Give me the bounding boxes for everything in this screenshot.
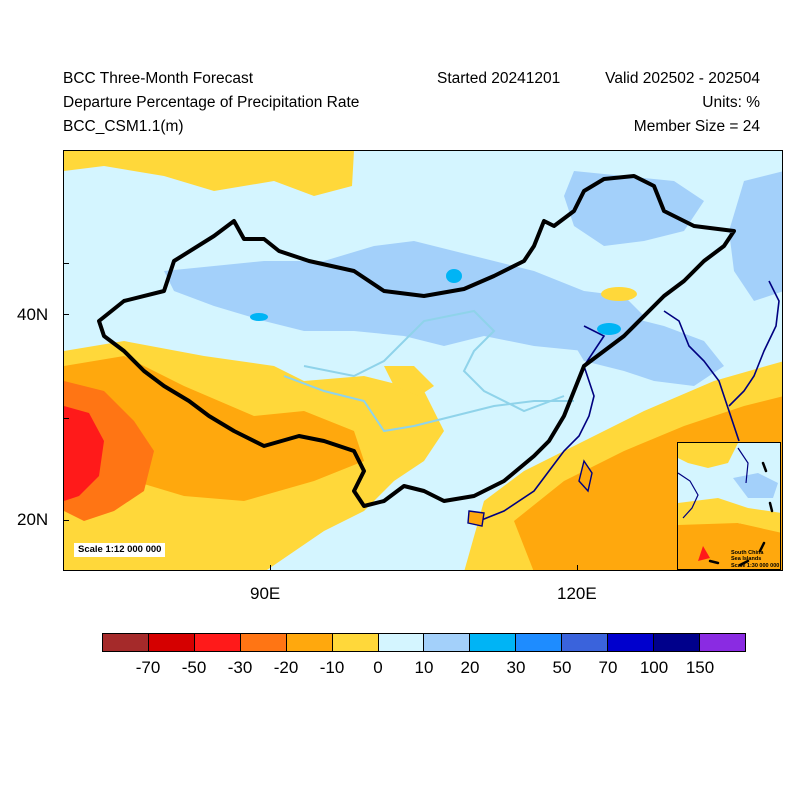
colorbar-label: 0 — [373, 658, 383, 677]
map-canvas — [64, 151, 782, 570]
inset-neg-50 — [698, 546, 710, 561]
colorbar-label: 10 — [414, 658, 434, 677]
member-size: Member Size = 24 — [633, 118, 760, 135]
anomaly-neg-50-core — [64, 406, 104, 501]
anomaly-pos-20-mongolia — [446, 269, 462, 283]
inset-nine-dash — [708, 461, 774, 567]
colorbar-label: -10 — [319, 658, 345, 677]
variable-title: Departure Percentage of Precipitation Ra… — [63, 94, 360, 111]
chart-title: BCC Three-Month Forecast — [63, 70, 254, 87]
inset-neg-10 — [678, 443, 738, 468]
anomaly-pos-20-tarim — [250, 313, 268, 321]
anomaly-neg-10-north — [64, 151, 354, 196]
lat-tick-50n — [63, 263, 69, 264]
colorbar-box — [516, 634, 563, 651]
forecast-map — [63, 150, 783, 571]
colorbar-box — [654, 634, 700, 651]
coastline-east-china — [478, 325, 606, 522]
colorbar-label: -20 — [273, 658, 299, 677]
start-date: Started 20241201 — [437, 70, 561, 87]
colorbar-box — [699, 634, 745, 651]
colorbar — [102, 633, 746, 652]
colorbar-box — [608, 634, 655, 651]
colorbar-label: 100 — [639, 658, 669, 677]
inset-canvas — [678, 443, 780, 569]
inset-neg-10-b — [678, 498, 780, 533]
colorbar-box — [470, 634, 517, 651]
lon-tick-120e — [577, 565, 578, 571]
lon-label-90e: 90E — [250, 584, 281, 603]
colorbar-box — [562, 634, 609, 651]
colorbar-label: -70 — [135, 658, 161, 677]
lat-tick-40n — [63, 314, 69, 315]
colorbar-label: -30 — [227, 658, 253, 677]
units-label: Units: % — [702, 94, 760, 111]
river-yangtze — [283, 375, 574, 433]
anomaly-pos-20-korea — [597, 323, 621, 335]
colorbar-box — [103, 634, 149, 651]
china-border — [97, 174, 736, 508]
lat-tick-30n — [63, 418, 69, 419]
valid-period: Valid 202502 - 202504 — [605, 70, 760, 87]
anomaly-pos-10-mongolia — [164, 241, 644, 351]
river-yellow — [303, 309, 565, 413]
lon-label-120e: 120E — [557, 584, 597, 603]
colorbar-label: 70 — [598, 658, 618, 677]
colorbar-box — [424, 634, 471, 651]
colorbar-label: 150 — [685, 658, 715, 677]
model-name: BCC_CSM1.1(m) — [63, 118, 184, 135]
colorbar-box — [378, 634, 425, 651]
colorbar-box — [286, 634, 333, 651]
colorbar-label: 50 — [552, 658, 572, 677]
hainan-outline — [467, 510, 485, 527]
colorbar-box — [194, 634, 241, 651]
south-china-sea-inset: South China Sea Islands Scale 1:30 000 0… — [677, 442, 781, 570]
anomaly-pos-10-northeast-coast — [729, 171, 782, 301]
map-scale-note: Scale 1:12 000 000 — [74, 543, 166, 557]
colorbar-label: 30 — [506, 658, 526, 677]
coastline-japan-korea — [663, 280, 780, 442]
lat-label-20n: 20N — [17, 510, 49, 529]
colorbar-label: 20 — [460, 658, 480, 677]
colorbar-box — [332, 634, 379, 651]
lon-tick-90e — [270, 565, 271, 571]
inset-coastline — [678, 447, 749, 519]
inset-label: South China Sea Islands Scale 1:30 000 0… — [731, 550, 780, 569]
taiwan-outline — [578, 459, 593, 493]
anomaly-neg-10-northeast-spot — [601, 287, 637, 301]
anomaly-neg-10-hetao — [384, 366, 434, 396]
inset-pos-10 — [733, 473, 778, 498]
anomaly-pos-10-northeast — [564, 171, 704, 246]
lat-label-40n: 40N — [17, 305, 49, 324]
lat-tick-20n — [63, 520, 69, 521]
colorbar-label: -50 — [181, 658, 207, 677]
colorbar-box — [240, 634, 287, 651]
colorbar-box — [148, 634, 195, 651]
